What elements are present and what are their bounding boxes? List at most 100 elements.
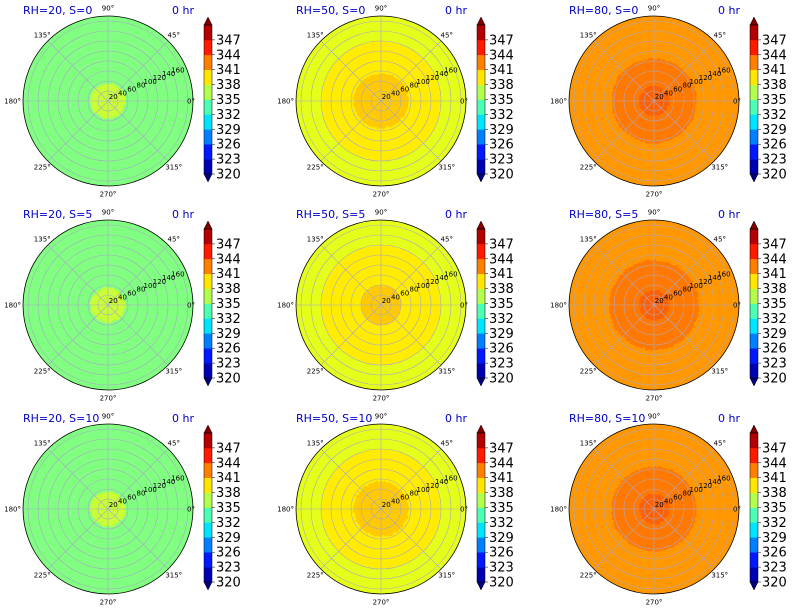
- colorbar-segment: [204, 273, 212, 289]
- colorbar-segment: [204, 258, 212, 274]
- angle-tick-label: 270°: [100, 191, 117, 199]
- angle-tick-label: 225°: [307, 367, 324, 375]
- angle-tick-label: 270°: [100, 395, 117, 403]
- colorbar-segment: [477, 159, 485, 175]
- colorbar-segment: [750, 114, 758, 130]
- radial-tick-label: 60: [400, 290, 409, 298]
- colorbar-segment: [750, 318, 758, 334]
- radial-tick-label: 20: [382, 501, 391, 509]
- angle-tick-label: 45°: [714, 236, 726, 244]
- colorbar-tick-label: 347: [762, 441, 787, 456]
- colorbar-tick-label: 326: [489, 138, 514, 153]
- angle-tick-label: 90°: [648, 413, 660, 421]
- colorbar-segment: [477, 303, 485, 319]
- colorbar-segment: [204, 447, 212, 464]
- radial-tick-label: 120: [153, 74, 166, 82]
- radial-tick-label: 140: [435, 274, 448, 282]
- colorbar-tick-label: 335: [489, 93, 514, 108]
- colorbar-extend-max: [476, 220, 486, 230]
- radial-tick-label: 100: [144, 486, 157, 494]
- panel-time-label: 0 hr: [172, 4, 194, 17]
- colorbar-tick-label: 326: [216, 546, 241, 561]
- radial-tick-label: 80: [409, 82, 418, 90]
- colorbar-tick-label: 338: [216, 78, 241, 93]
- colorbar-segment: [204, 229, 212, 245]
- angle-tick-label: 0°: [187, 506, 195, 514]
- colorbar-segment: [204, 114, 212, 130]
- angular-grid-line: [47, 304, 109, 366]
- radial-tick-label: 120: [699, 278, 712, 286]
- angular-grid-line: [107, 448, 169, 510]
- colorbar-tick-label: 320: [216, 168, 241, 183]
- angle-tick-label: 45°: [714, 32, 726, 40]
- colorbar-tick-label: 329: [216, 531, 241, 546]
- polar-boundary: [295, 219, 467, 391]
- radial-tick-label: 160: [717, 474, 730, 482]
- colorbar-tick-label: 320: [216, 576, 241, 591]
- colorbar-segment: [204, 537, 212, 553]
- angle-tick-label: 180°: [550, 302, 567, 310]
- angular-grid-line: [47, 508, 109, 570]
- colorbar-tick-label: 341: [489, 471, 514, 486]
- colorbar-segment: [750, 99, 758, 115]
- colorbar-segment: [750, 144, 758, 160]
- colorbar-tick-label: 338: [489, 486, 514, 501]
- angular-grid-line: [107, 100, 169, 162]
- colorbar-segment: [204, 507, 212, 523]
- colorbar-tick-label: 323: [762, 153, 787, 168]
- radial-tick-label: 80: [682, 82, 691, 90]
- colorbar-segment: [750, 363, 758, 379]
- radial-tick-label: 40: [664, 89, 673, 97]
- colorbar-tick-label: 344: [762, 252, 787, 267]
- colorbar-segment: [477, 114, 485, 130]
- angular-grid-line: [380, 304, 442, 366]
- colorbar-segment: [477, 318, 485, 334]
- angular-grid-line: [47, 244, 109, 306]
- colorbar-tick-label: 320: [216, 372, 241, 387]
- angle-tick-label: 315°: [711, 571, 728, 579]
- colorbar-tick-label: 335: [489, 501, 514, 516]
- colorbar-segment: [477, 567, 485, 583]
- panel-time-label: 0 hr: [718, 412, 740, 425]
- colorbar-tick-label: 323: [762, 561, 787, 576]
- angular-grid-line: [380, 40, 442, 102]
- angle-tick-label: 45°: [168, 32, 180, 40]
- angle-tick-label: 135°: [307, 32, 324, 40]
- colorbar-segment: [750, 69, 758, 85]
- angle-tick-label: 180°: [550, 98, 567, 106]
- angle-tick-label: 225°: [307, 571, 324, 579]
- angle-tick-label: 225°: [34, 163, 51, 171]
- colorbar-tick-label: 344: [489, 48, 514, 63]
- colorbar-tick-label: 338: [489, 78, 514, 93]
- colorbar-tick-label: 341: [762, 471, 787, 486]
- colorbar-tick-label: 323: [489, 153, 514, 168]
- angle-tick-label: 135°: [307, 440, 324, 448]
- angle-tick-label: 45°: [714, 440, 726, 448]
- colorbar-segment: [750, 522, 758, 538]
- angle-tick-label: 135°: [34, 32, 51, 40]
- angular-grid-line: [593, 100, 655, 162]
- colorbar-tick-label: 341: [489, 267, 514, 282]
- angle-tick-label: 45°: [441, 440, 453, 448]
- radial-tick-label: 40: [391, 89, 400, 97]
- radial-tick-label: 100: [144, 78, 157, 86]
- panel-title: RH=80, S=0: [569, 4, 638, 17]
- angular-grid-line: [380, 508, 442, 570]
- angular-grid-line: [593, 304, 655, 366]
- colorbar-segment: [477, 477, 485, 493]
- colorbar-extend-min: [749, 173, 759, 183]
- colorbar-extend-min: [476, 581, 486, 591]
- colorbar-segment: [750, 25, 758, 41]
- radial-tick-label: 100: [690, 78, 703, 86]
- colorbar-tick-label: 320: [762, 372, 787, 387]
- radial-tick-label: 60: [400, 86, 409, 94]
- colorbar-tick-label: 320: [489, 168, 514, 183]
- radial-tick-label: 120: [153, 482, 166, 490]
- angle-tick-label: 180°: [4, 98, 21, 106]
- angular-grid-line: [653, 100, 715, 162]
- colorbar-tick-label: 344: [216, 456, 241, 471]
- angle-tick-label: 180°: [4, 302, 21, 310]
